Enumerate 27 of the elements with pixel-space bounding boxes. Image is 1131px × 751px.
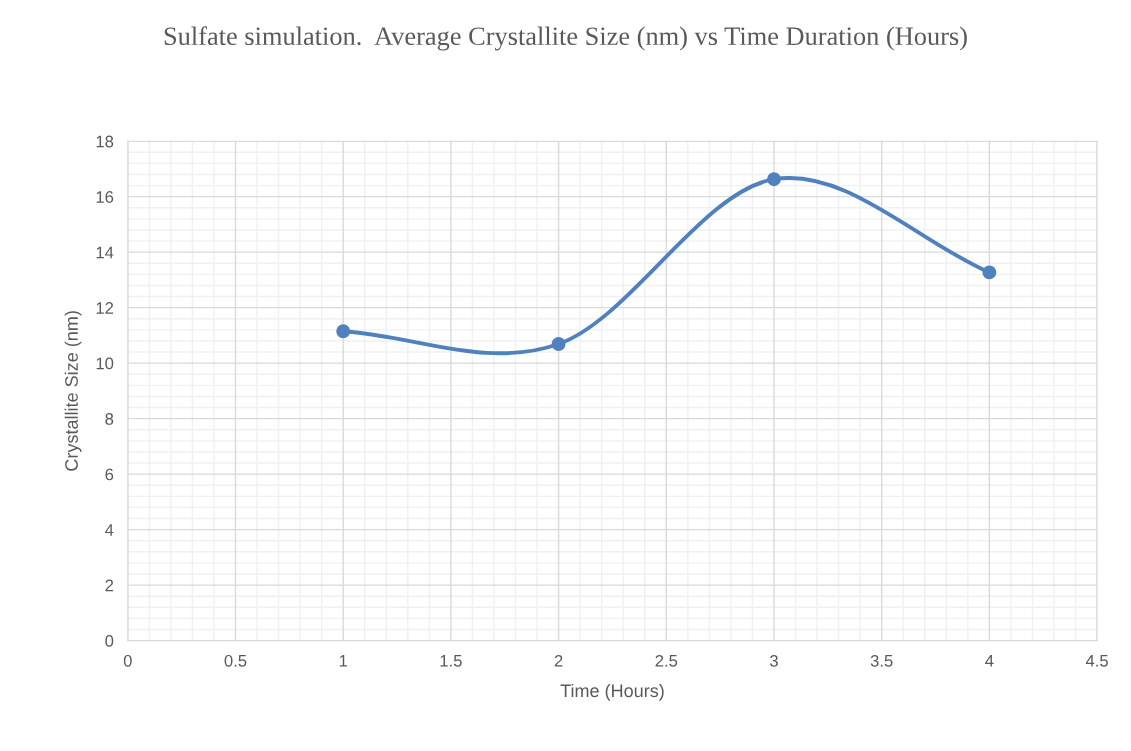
y-tick-label: 12 — [96, 302, 114, 314]
y-tick-label: 18 — [96, 135, 114, 148]
x-tick-label: 2.5 — [655, 654, 678, 667]
point — [336, 324, 351, 339]
y-tick-label: 8 — [105, 413, 114, 425]
y-axis-title: Crystallite Size (nm) — [64, 311, 82, 471]
x-axis-title: Time (Hours) — [560, 683, 664, 701]
y-tick-label: 2 — [105, 579, 114, 592]
x-tick-label: 3 — [769, 654, 778, 667]
x-tick-label: 1.5 — [440, 655, 462, 667]
point — [982, 265, 997, 280]
x-tick-label: 0.5 — [224, 654, 247, 667]
y-tick-label: 14 — [96, 246, 114, 259]
chart-title: Sulfate simulation. Average Crystallite Size (nm) vs Time Duration (Hours) — [164, 26, 967, 51]
y-tick-label: 10 — [96, 357, 114, 370]
x-tick-label: 2 — [554, 654, 563, 667]
y-tick-label: 6 — [105, 468, 114, 481]
x-tick-label: 4.5 — [1085, 655, 1108, 667]
x-tick-label: 3.5 — [870, 654, 893, 667]
point — [767, 172, 781, 187]
y-tick-label: 0 — [105, 635, 114, 647]
x-tick-label: 0 — [123, 654, 132, 667]
x-tick-label: 1 — [339, 655, 348, 667]
y-tick-label: 16 — [96, 191, 114, 203]
point — [551, 337, 566, 351]
y-tick-label: 4 — [105, 524, 114, 536]
x-tick-label: 4 — [985, 655, 994, 667]
